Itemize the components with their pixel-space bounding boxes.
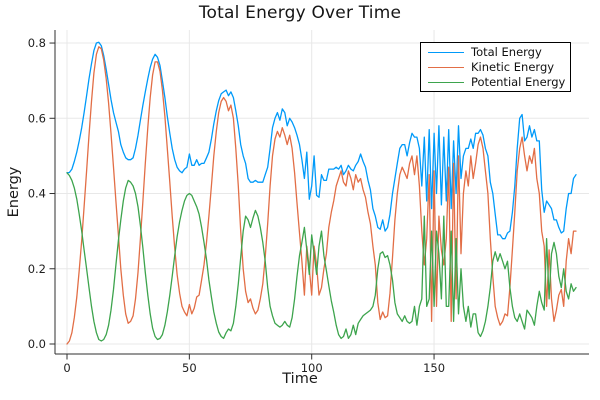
legend-item-potential: Potential Energy xyxy=(421,75,570,90)
x-tick-label: 50 xyxy=(182,361,197,375)
legend-box: Total Energy Kinetic Energy Potential En… xyxy=(420,42,571,92)
x-axis-label: Time xyxy=(282,371,318,387)
legend-label-total: Total Energy xyxy=(471,45,542,59)
legend-item-kinetic: Kinetic Energy xyxy=(421,60,570,75)
x-tick-label: 0 xyxy=(63,361,70,375)
y-axis-label: Energy xyxy=(6,166,22,218)
y-tick-label: 0.2 xyxy=(28,262,46,276)
x-tick-label: 150 xyxy=(423,361,445,375)
series-line-potential-energy xyxy=(66,172,577,342)
series-line-kinetic-energy xyxy=(66,46,577,345)
y-tick-label: 0.8 xyxy=(28,36,46,50)
y-tick-label: 0.4 xyxy=(28,187,46,201)
kinetic-energy-line-swatch xyxy=(428,66,464,68)
potential-energy-line-swatch xyxy=(428,81,464,83)
x-tick-label: 100 xyxy=(301,361,323,375)
legend-item-total: Total Energy xyxy=(421,45,570,60)
y-tick-label: 0.0 xyxy=(28,337,46,351)
y-tick-label: 0.6 xyxy=(28,111,46,125)
chart-title: Total Energy Over Time xyxy=(198,3,402,23)
series-line-total-energy xyxy=(66,41,577,240)
total-energy-line-swatch xyxy=(428,51,464,53)
legend-label-kinetic: Kinetic Energy xyxy=(471,60,555,74)
legend-label-potential: Potential Energy xyxy=(471,75,566,89)
